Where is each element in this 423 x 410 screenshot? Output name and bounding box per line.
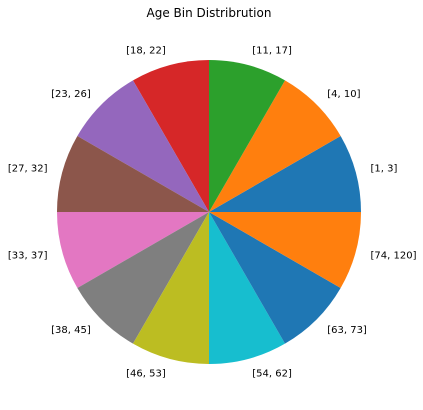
pie-labels: [1, 3] [4, 10] [11, 17] [18, 22] [23, 26] [27… <box>8 46 417 380</box>
pie-slice <box>133 212 209 364</box>
pie-slice-label: [63, 73] <box>327 325 367 336</box>
pie-slice <box>209 136 361 212</box>
pie-slice <box>209 212 285 364</box>
pie-slice <box>57 212 209 288</box>
pie-slice-label: [18, 22] <box>126 46 166 57</box>
pie-slice-label: [1, 3] <box>371 164 398 175</box>
pie-slice-label: [27, 32] <box>8 164 48 175</box>
pie-slice-label: [4, 10] <box>327 89 360 100</box>
chart-title: Age Bin Distribrution <box>147 6 272 20</box>
pie-slice <box>209 60 285 212</box>
pie-slice-label: [33, 37] <box>8 250 48 261</box>
pie-slice-label: [38, 45] <box>51 325 91 336</box>
pie-slice-label: [23, 26] <box>51 89 91 100</box>
pie-slice <box>209 212 361 288</box>
pie-slice <box>77 80 209 212</box>
pie-slice-label: [74, 120] <box>371 250 417 261</box>
pie-slice <box>57 136 209 212</box>
pie-slice <box>209 212 341 344</box>
pie-slice <box>209 80 341 212</box>
pie-slice <box>133 60 209 212</box>
pie-slice <box>77 212 209 344</box>
pie-slice-label: [11, 17] <box>252 46 292 57</box>
pie-slices <box>57 60 361 364</box>
pie-slice-label: [46, 53] <box>126 369 166 380</box>
pie-slice-label: [54, 62] <box>252 369 292 380</box>
